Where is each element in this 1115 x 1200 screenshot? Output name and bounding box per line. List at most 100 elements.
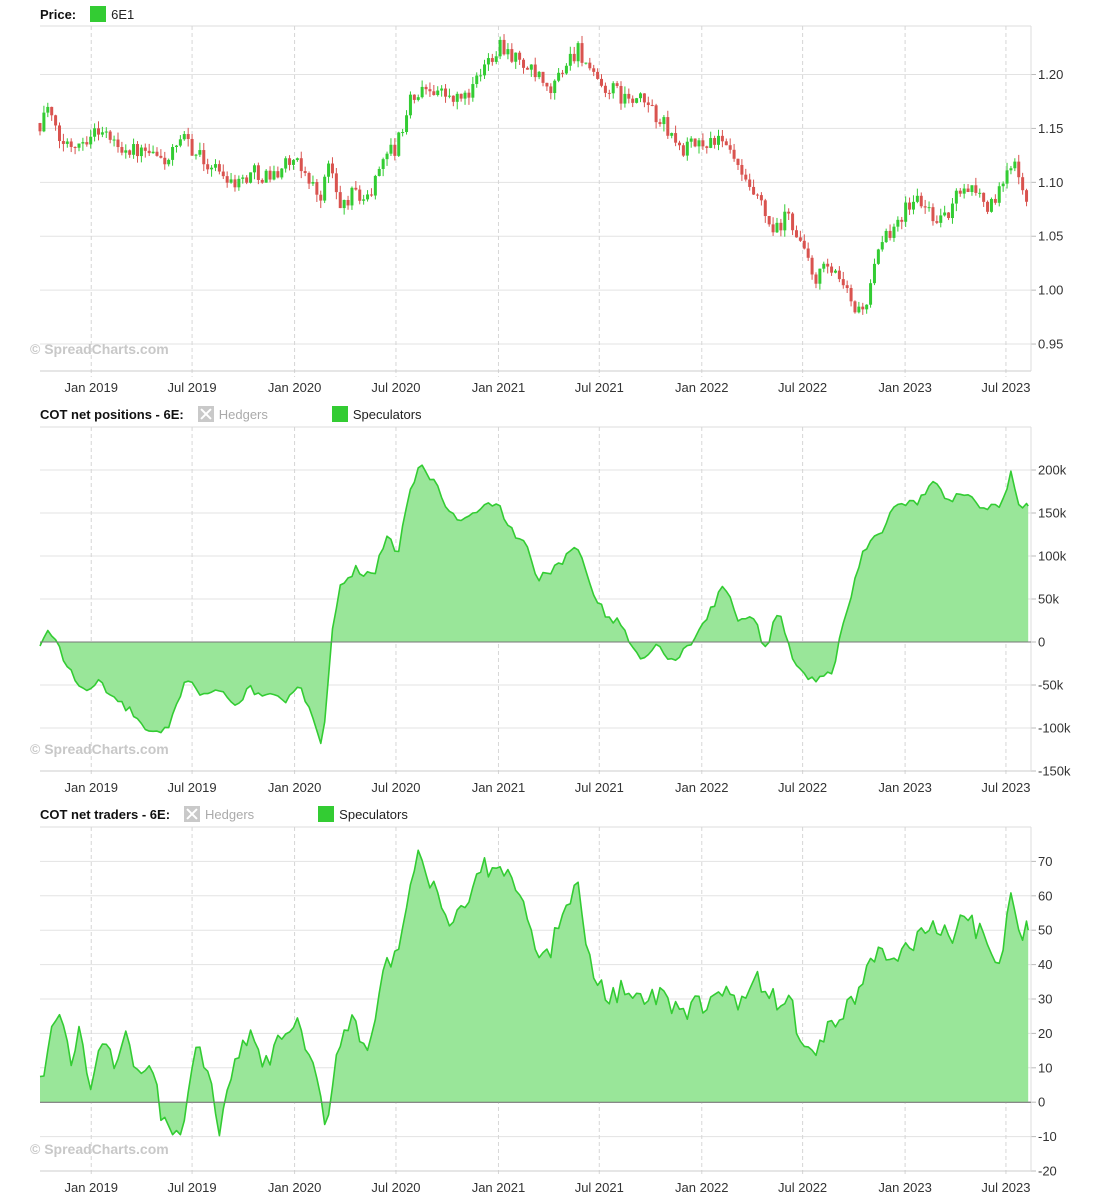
- candle-body: [557, 72, 561, 81]
- candle-body: [943, 212, 947, 216]
- candle-body: [1021, 177, 1025, 191]
- candle-body: [155, 151, 159, 156]
- cot-positions-legend: COT net positions - 6E: Hedgers Speculat…: [40, 405, 422, 423]
- cot-traders-svg[interactable]: 70 60 50 40 30 20 10 0 -10 -20 Jan 2019 Jul 2019 Jan…: [0, 800, 1115, 1200]
- legend-item-6e1[interactable]: 6E1: [90, 6, 134, 22]
- candle-body: [416, 97, 420, 100]
- candle-body: [217, 164, 221, 172]
- candle-body: [252, 165, 256, 173]
- cot-positions-svg[interactable]: 200k 150k 100k 50k 0 -50k -100k -150k Jan 2019 Ju…: [0, 400, 1115, 800]
- y-tick-label: 30: [1038, 992, 1052, 1007]
- candle-body: [592, 68, 596, 72]
- candle-body: [958, 190, 962, 194]
- candle-body: [646, 102, 650, 105]
- candle-body: [486, 58, 490, 65]
- candle-body: [241, 177, 245, 179]
- y-tick-label: 150k: [1038, 506, 1067, 521]
- candle-body: [525, 67, 529, 70]
- y-tick-label: -10: [1038, 1129, 1057, 1144]
- legend-item-speculators[interactable]: Speculators: [331, 406, 422, 422]
- candle-body: [389, 144, 393, 154]
- candle-body: [716, 135, 720, 145]
- candle-body: [584, 62, 588, 64]
- candle-body: [77, 143, 81, 148]
- x-tick-label: Jan 2022: [675, 780, 729, 795]
- candle-body: [264, 170, 268, 183]
- cot-positions-panel: COT net positions - 6E: Hedgers Speculat…: [0, 400, 1115, 800]
- candle-body: [915, 195, 919, 202]
- candle-body: [986, 201, 990, 212]
- candle-body: [791, 213, 795, 231]
- y-tick-label: 1.00: [1038, 283, 1063, 298]
- x-tick-label: Jan 2020: [268, 380, 322, 395]
- candle-body: [1025, 190, 1029, 202]
- speculators-area: [40, 850, 1029, 1136]
- candle-body: [514, 52, 518, 62]
- legend-item-hedgers[interactable]: Hedgers: [184, 806, 254, 822]
- cot-traders-legend-title: COT net traders - 6E:: [40, 806, 171, 822]
- x-tick-label: Jul 2019: [167, 1180, 216, 1195]
- candle-body: [533, 64, 537, 78]
- candle-body: [767, 216, 771, 225]
- watermark: © SpreadCharts.com: [30, 341, 169, 357]
- candle-body: [896, 219, 900, 227]
- candle-body: [61, 141, 65, 144]
- x-tick-label: Jul 2019: [167, 380, 216, 395]
- candle-body: [315, 182, 319, 195]
- candle-body: [198, 150, 202, 155]
- candle-body: [865, 304, 869, 310]
- candle-body: [498, 39, 502, 57]
- candle-body: [697, 140, 701, 147]
- candle-body: [307, 173, 311, 184]
- x-tick-label: Jul 2021: [575, 380, 624, 395]
- candle-body: [50, 106, 54, 116]
- x-tick-label: Jul 2019: [167, 780, 216, 795]
- candle-body: [178, 139, 182, 146]
- candle-body: [701, 140, 705, 147]
- candle-body: [424, 86, 428, 90]
- candle-body: [802, 240, 806, 249]
- candle-body: [931, 207, 935, 222]
- candle-body: [362, 199, 366, 201]
- candle-body: [822, 263, 826, 269]
- candle-body: [354, 187, 358, 190]
- candle-body: [276, 171, 280, 178]
- y-tick-label: 40: [1038, 957, 1052, 972]
- candle-body: [752, 186, 756, 195]
- x-tick-label: Jan 2019: [64, 780, 118, 795]
- candle-body: [190, 138, 194, 156]
- candle-body: [393, 144, 397, 156]
- candle-body: [210, 167, 214, 170]
- x-tick-label: Jul 2022: [778, 380, 827, 395]
- candle-body: [334, 173, 338, 193]
- candle-body: [572, 53, 576, 62]
- legend-swatch-6e1: [90, 6, 107, 22]
- candle-body: [280, 168, 284, 178]
- candle-body: [405, 115, 409, 133]
- candle-body: [373, 175, 377, 196]
- candle-body: [46, 106, 50, 113]
- legend-label-hedgers: Hedgers: [205, 806, 255, 822]
- legend-item-speculators[interactable]: Speculators: [318, 806, 408, 822]
- candle-body: [978, 192, 982, 194]
- x-tick-label: Jan 2023: [878, 1180, 932, 1195]
- watermark: © SpreadCharts.com: [30, 1141, 169, 1157]
- price-chart-svg[interactable]: 1.20 1.15 1.10 1.05 1.00 0.95 Jan 2019 Jul 2019…: [0, 0, 1115, 400]
- candle-body: [159, 155, 163, 158]
- candle-body: [830, 266, 834, 273]
- candle-body: [615, 83, 619, 86]
- candle-body: [323, 176, 327, 201]
- candle-body: [96, 128, 100, 135]
- candle-body: [369, 194, 373, 196]
- candle-body: [954, 190, 958, 204]
- candle-body: [982, 192, 986, 202]
- candle-body: [479, 75, 483, 77]
- candle-body: [1009, 168, 1013, 171]
- candle-body: [588, 62, 592, 69]
- legend-item-hedgers[interactable]: Hedgers: [197, 406, 268, 422]
- candle-body: [888, 230, 892, 238]
- candle-body: [73, 146, 77, 148]
- candle-body: [705, 146, 709, 148]
- candle-body: [69, 141, 73, 147]
- candle-body: [221, 171, 225, 177]
